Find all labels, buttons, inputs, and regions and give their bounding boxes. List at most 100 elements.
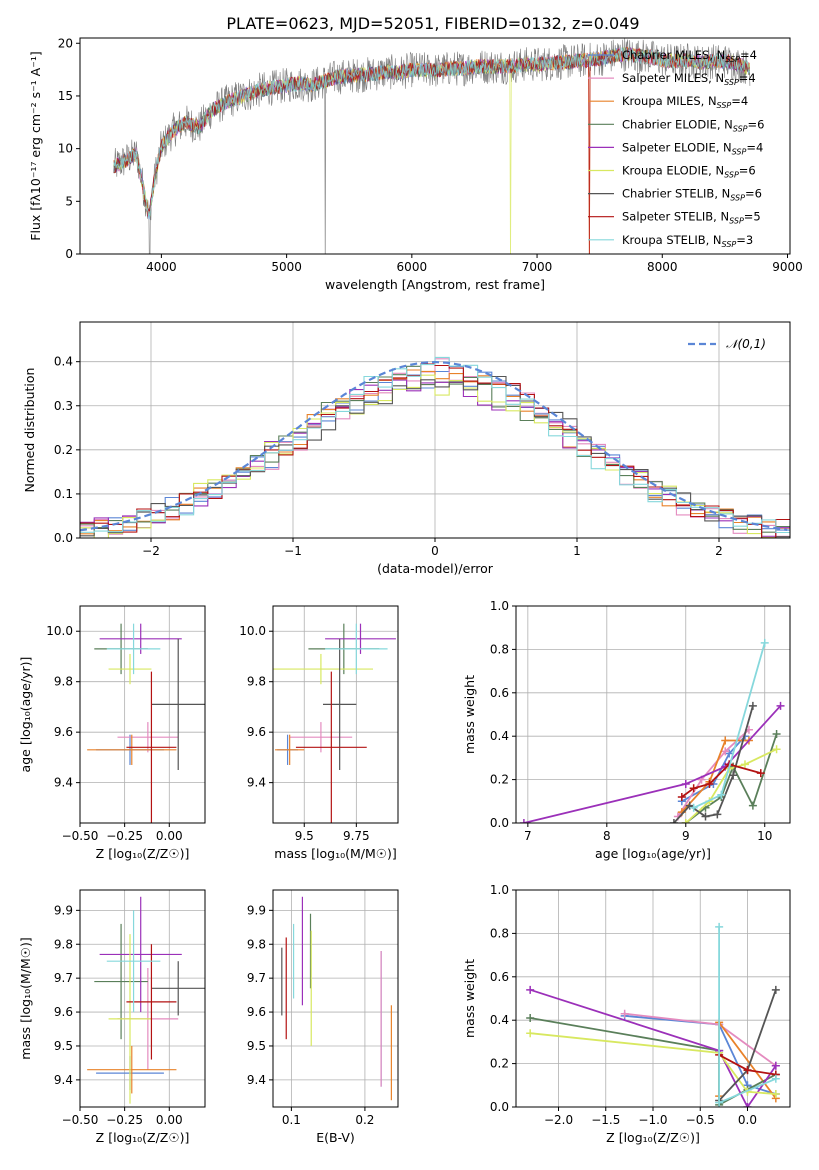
weight-point-marker bbox=[701, 812, 710, 821]
weight-point-marker bbox=[771, 1061, 780, 1070]
plot-area bbox=[113, 38, 751, 254]
panel-mass-vs-Z: −0.50 −0.25 0.00 9.4 9.5 9.6 9.7 9.8 9.9 Z [log₁₀… bbox=[18, 889, 206, 1145]
x-tick-label: 5000 bbox=[271, 260, 302, 274]
y-tick-label: 0.0 bbox=[490, 816, 509, 830]
y-tick-label: 9.9 bbox=[54, 903, 73, 917]
weight-point-marker bbox=[713, 810, 722, 819]
x-tick-label: 9.5 bbox=[295, 829, 314, 843]
weight-point-marker bbox=[771, 1089, 780, 1098]
axes-frame bbox=[79, 605, 206, 824]
weight-point-marker bbox=[721, 736, 730, 745]
legend-entry: Salpeter MILES, NSSP=4 bbox=[622, 71, 756, 87]
x-tick-label: 8 bbox=[603, 829, 611, 843]
weight-point-marker bbox=[620, 1009, 629, 1018]
axes-frame bbox=[515, 605, 791, 824]
x-tick-label: 9000 bbox=[772, 260, 803, 274]
x-tick-label: −0.50 bbox=[62, 829, 99, 843]
x-tick-label: 4000 bbox=[146, 260, 177, 274]
y-tick-label: 9.6 bbox=[54, 1005, 73, 1019]
y-tick-label: 0.4 bbox=[54, 355, 73, 369]
y-tick-label: 9.8 bbox=[247, 675, 266, 689]
y-tick-label: 9.5 bbox=[247, 1039, 266, 1053]
weight-point-marker bbox=[705, 779, 714, 788]
x-tick-label: 0.00 bbox=[156, 829, 183, 843]
weight-point-marker bbox=[772, 730, 781, 739]
x-tick-label: 9.75 bbox=[343, 829, 370, 843]
legend-entry: Kroupa MILES, NSSP=4 bbox=[622, 94, 748, 110]
y-tick-label: 15 bbox=[58, 89, 73, 103]
weight-point-marker bbox=[721, 747, 730, 756]
plot-area bbox=[87, 896, 205, 1104]
y-tick-label: 5 bbox=[65, 194, 73, 208]
x-axis-label: mass [log₁₀(M/M☉)] bbox=[274, 846, 396, 861]
plot-area bbox=[273, 623, 396, 823]
weight-point-marker bbox=[677, 792, 686, 801]
x-tick-label: 0.2 bbox=[355, 1113, 374, 1127]
x-tick-label: −0.25 bbox=[106, 829, 143, 843]
y-tick-label: 0.4 bbox=[490, 729, 509, 743]
plot-area bbox=[519, 638, 785, 823]
weight-point-marker bbox=[740, 760, 749, 769]
weight-point-marker bbox=[689, 803, 698, 812]
weight-point-marker bbox=[756, 769, 765, 778]
plot-area bbox=[281, 896, 392, 1101]
y-tick-label: 9.6 bbox=[247, 725, 266, 739]
x-tick-label: 7 bbox=[524, 829, 532, 843]
weight-point-marker bbox=[776, 701, 785, 710]
weight-series-line bbox=[685, 733, 778, 823]
y-tick-label: 0.6 bbox=[490, 970, 509, 984]
legend-entry: Kroupa ELODIE, NSSP=6 bbox=[622, 164, 756, 180]
weight-point-marker bbox=[715, 922, 724, 931]
x-tick-label: 0.00 bbox=[156, 1113, 183, 1127]
x-tick-label: 0.0 bbox=[738, 1113, 757, 1127]
y-tick-label: 0.4 bbox=[490, 1013, 509, 1027]
weight-point-marker bbox=[771, 1074, 780, 1083]
y-tick-label: 9.6 bbox=[54, 725, 73, 739]
y-axis-label: mass weight bbox=[462, 675, 477, 754]
weight-point-marker bbox=[743, 1066, 752, 1075]
weight-point-marker bbox=[681, 819, 690, 823]
x-tick-label: −0.5 bbox=[686, 1113, 715, 1127]
weight-point-marker bbox=[771, 985, 780, 994]
plot-area bbox=[80, 356, 790, 538]
panel-mass-vs-ebv: 0.1 0.2 9.4 9.5 9.6 9.7 9.8 9.9 E(B-V) bbox=[247, 889, 399, 1145]
y-tick-label: 0 bbox=[65, 247, 73, 261]
y-tick-label: 9.8 bbox=[247, 937, 266, 951]
panel-age-vs-mass: 9.5 9.75 9.4 9.6 9.8 10.0 mass [log₁₀(M/M☉)] bbox=[239, 605, 399, 861]
y-tick-label: 9.4 bbox=[247, 776, 266, 790]
y-tick-label: 9.8 bbox=[54, 937, 73, 951]
x-tick-label: −2 bbox=[142, 544, 160, 558]
y-tick-label: 0.8 bbox=[490, 926, 509, 940]
spectrum-legend: Chabrier MILES, NSSP=4 Salpeter MILES, NS… bbox=[588, 48, 764, 249]
x-axis-label: Z [log₁₀(Z/Z☉)] bbox=[606, 1130, 700, 1145]
y-axis-label: age [log₁₀(age/yr)] bbox=[18, 657, 33, 773]
x-tick-label: −0.50 bbox=[62, 1113, 99, 1127]
spectrum-model-line bbox=[113, 46, 750, 254]
legend-entry: Chabrier ELODIE, NSSP=6 bbox=[622, 117, 764, 133]
legend-entry: Chabrier STELIB, NSSP=6 bbox=[622, 187, 762, 203]
x-axis-label: Z [log₁₀(Z/Z☉)] bbox=[96, 846, 190, 861]
x-tick-label: 8000 bbox=[647, 260, 678, 274]
x-tick-label: 9 bbox=[682, 829, 690, 843]
y-tick-label: 0.3 bbox=[54, 399, 73, 413]
weight-point-marker bbox=[526, 1029, 535, 1038]
weight-point-marker bbox=[760, 638, 769, 647]
weight-series-line bbox=[673, 705, 754, 823]
plot-area bbox=[526, 922, 780, 1107]
weight-point-marker bbox=[681, 779, 690, 788]
y-tick-label: 1.0 bbox=[490, 599, 509, 613]
x-tick-label: 0.1 bbox=[282, 1113, 301, 1127]
x-tick-label: 6000 bbox=[397, 260, 428, 274]
y-tick-label: 9.9 bbox=[247, 903, 266, 917]
weight-series-line bbox=[523, 705, 782, 823]
x-tick-label: 0 bbox=[431, 544, 439, 558]
x-tick-label: 2 bbox=[715, 544, 723, 558]
axes-frame bbox=[79, 889, 206, 1108]
x-tick-label: −0.25 bbox=[106, 1113, 143, 1127]
legend-entry: 𝒩(0,1) bbox=[726, 337, 766, 351]
weight-point-marker bbox=[669, 819, 678, 823]
figure-title: PLATE=0623, MJD=52051, FIBERID=0132, z=0… bbox=[226, 14, 639, 33]
x-axis-label: Z [log₁₀(Z/Z☉)] bbox=[96, 1130, 190, 1145]
weight-point-marker bbox=[689, 784, 698, 793]
